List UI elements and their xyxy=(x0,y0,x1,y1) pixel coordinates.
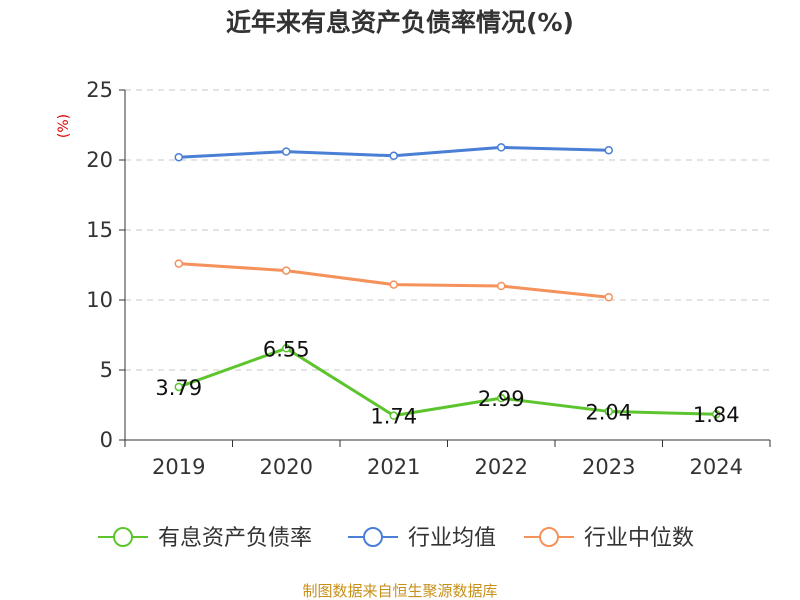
x-tick-label: 2019 xyxy=(152,455,205,479)
legend-item[interactable]: 行业中位数 xyxy=(524,526,694,551)
data-label: 1.84 xyxy=(693,403,740,427)
data-point xyxy=(712,409,721,419)
data-point xyxy=(282,344,291,353)
data-point xyxy=(604,145,613,155)
data-point xyxy=(282,147,291,156)
data-label: 3.79 xyxy=(155,376,202,400)
y-tick-label: 15 xyxy=(86,218,113,242)
data-point xyxy=(604,407,613,416)
y-tick-label: 5 xyxy=(100,358,113,382)
data-label: 1.74 xyxy=(370,405,417,429)
data-point xyxy=(497,393,506,403)
legend: 有息资产负债率 行业均值 行业中位数 xyxy=(98,526,694,551)
data-point xyxy=(389,151,398,161)
data-label: 2.04 xyxy=(585,400,632,424)
source-note: 制图数据来自恒生聚源数据库 xyxy=(302,582,497,600)
data-labels: 3.79 6.55 1.74 2.99 2.04 1.84 xyxy=(155,337,739,428)
legend-label: 行业均值 xyxy=(408,526,496,551)
y-axis-unit-label: (%) xyxy=(56,114,72,138)
series-lines xyxy=(174,143,721,420)
y-tick-label: 0 xyxy=(100,428,113,452)
legend-label: 有息资产负债率 xyxy=(158,526,312,551)
data-point xyxy=(497,281,506,291)
legend-marker xyxy=(539,527,559,547)
data-point xyxy=(497,143,506,152)
legend-label: 行业中位数 xyxy=(584,526,694,551)
y-tick-label: 20 xyxy=(86,148,113,172)
series-line xyxy=(178,346,717,418)
x-tick-label: 2020 xyxy=(260,455,313,479)
legend-marker xyxy=(113,527,133,547)
data-point xyxy=(174,152,183,162)
legend-item[interactable]: 行业均值 xyxy=(348,526,496,551)
data-point xyxy=(174,382,183,392)
chart-title: 近年来有息资产负债率情况(%) xyxy=(226,8,574,37)
data-point xyxy=(389,411,398,420)
y-tick-label: 25 xyxy=(86,78,113,102)
data-point xyxy=(604,292,613,302)
axes: 0 5 10 15 20 25 2019 2020 2021 2022 2023 2024 xyxy=(86,78,771,479)
data-point xyxy=(282,266,291,275)
y-tick-label: 10 xyxy=(86,288,113,312)
x-tick-label: 2023 xyxy=(582,455,635,479)
data-label: 2.99 xyxy=(478,387,525,411)
data-label: 6.55 xyxy=(263,337,310,361)
x-tick-label: 2024 xyxy=(690,455,743,479)
data-point xyxy=(174,259,183,268)
x-tick-label: 2022 xyxy=(475,455,528,479)
x-tick-label: 2021 xyxy=(367,455,420,479)
data-point xyxy=(389,280,398,289)
legend-item[interactable]: 有息资产负债率 xyxy=(98,526,312,551)
grid xyxy=(125,89,770,371)
legend-marker xyxy=(363,527,383,547)
